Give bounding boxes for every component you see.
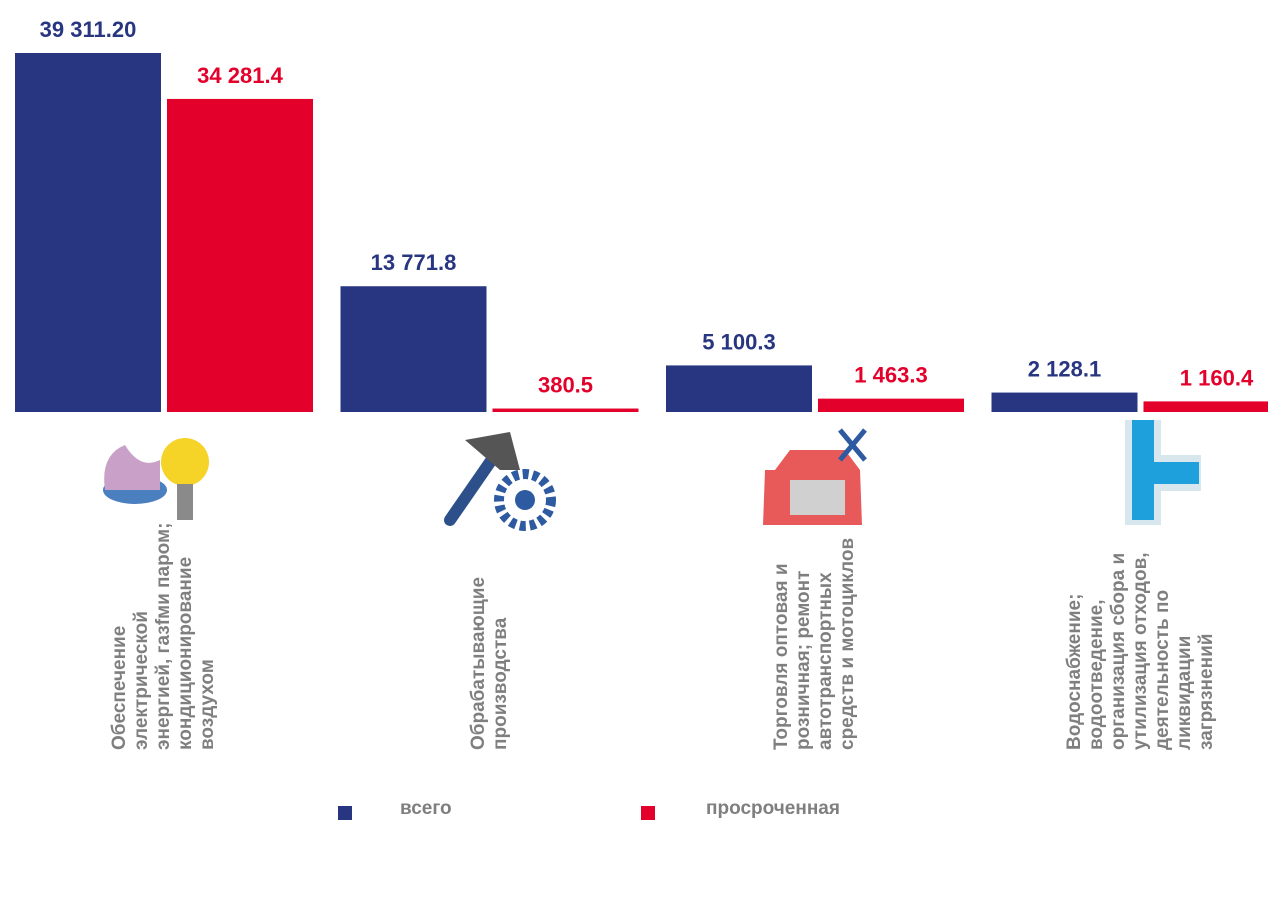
value-label: 13 771.8 — [371, 250, 457, 275]
legend-swatch — [641, 806, 655, 820]
icon-pipe — [1125, 420, 1201, 525]
bar — [818, 398, 964, 412]
value-label: 1 160.4 — [1180, 365, 1254, 390]
value-label: 34 281.4 — [197, 63, 283, 88]
bar — [991, 392, 1138, 412]
value-label: 5 100.3 — [702, 329, 775, 354]
category-label: Водоснабжение; водоотведение, организаци… — [1063, 552, 1217, 750]
bar — [666, 365, 812, 412]
value-label: 1 463.3 — [854, 363, 927, 388]
bar — [15, 53, 161, 412]
value-label: 39 311.20 — [40, 17, 137, 42]
legend-label: просроченная — [706, 798, 840, 819]
icon-energy — [103, 438, 209, 520]
bar — [492, 408, 639, 412]
category-label: Обрабатывающие производства — [467, 576, 511, 750]
icon-car — [763, 428, 867, 525]
bar — [1143, 401, 1268, 412]
value-label: 380.5 — [538, 373, 593, 398]
category-label: Торговля оптовая и розничная; ремонт авт… — [771, 537, 858, 750]
value-label: 2 128.1 — [1028, 357, 1101, 382]
legend-label: всего — [400, 798, 452, 819]
bar — [167, 98, 313, 413]
icon-tools — [444, 432, 556, 531]
bar — [340, 286, 487, 412]
category-label: Обеспечение электрической энергией, газf… — [109, 522, 218, 750]
legend-swatch — [338, 806, 352, 820]
